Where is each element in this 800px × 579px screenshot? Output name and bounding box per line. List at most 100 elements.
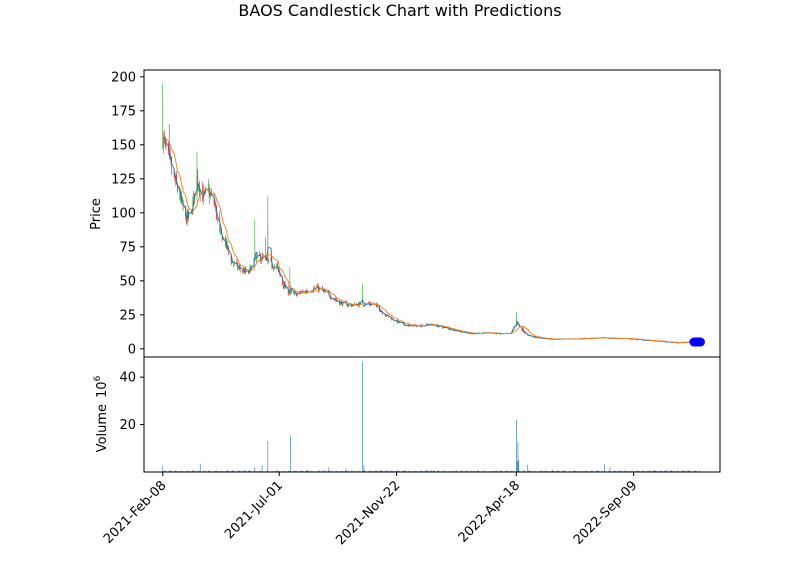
volume-bar [296,470,297,472]
volume-bar [656,470,657,472]
candle-body [273,269,274,270]
candle-body [359,302,361,304]
volume-bar [319,470,321,472]
volume-bar [168,470,170,472]
candle-body [442,327,444,329]
candle-body [283,283,285,289]
volume-bar [260,470,261,472]
candle-body [199,188,201,197]
candle-body [311,290,313,292]
volume-bar [516,461,518,472]
price-y-tick-label: 75 [119,240,136,255]
volume-bar [601,470,603,472]
volume-bar [650,470,652,472]
price-axes-frame [143,69,721,358]
volume-bar [661,470,662,472]
volume-bar [242,470,243,472]
volume-bar [353,470,355,472]
candle-body [413,325,414,327]
volume-bar [359,470,361,472]
volume-bar [665,470,666,472]
volume-bar [220,470,221,472]
volume-bar [247,470,249,472]
volume-bar [403,470,405,472]
volume-bar [505,470,507,472]
volume-bar [405,470,406,472]
volume-bar [322,470,323,472]
volume-bar [373,470,375,472]
volume-bar [396,470,397,472]
moving-average-long [162,131,701,344]
volume-bar [477,470,479,472]
price-y-axis: 0 25 50 75 100 125 150 175 200 [111,70,144,357]
volume-bar [664,470,665,472]
volume-bar [441,470,443,472]
volume-bar [453,470,454,472]
candle-body [274,266,275,268]
candle-body [171,163,173,172]
volume-bar [164,470,165,472]
candle-body [516,318,517,326]
candle-body [462,332,463,333]
volume-bar [393,470,395,472]
candle-body [379,311,381,312]
volume-bar [216,470,217,472]
volume-bar [305,470,307,472]
volume-bar [648,470,650,472]
volume-bar [230,470,232,472]
volume-bar [627,470,629,472]
volume-bar [576,470,577,472]
volume-bar [478,470,480,472]
candle-body [187,211,189,218]
volume-bar [274,470,275,472]
volume-bar [615,470,617,472]
candle-body [521,326,523,331]
volume-bar [540,470,542,472]
candle-body [191,212,193,214]
volume-bar [277,470,278,472]
volume-bar [647,470,648,472]
candle-body [331,298,332,300]
volume-bar [228,470,230,472]
candle-body [196,176,198,196]
volume-bar [620,470,621,472]
volume-bar [239,470,241,472]
volume-bar [684,470,686,472]
candle-body [203,190,204,200]
candle-body [208,190,210,198]
candle-body [384,314,386,316]
candle-body [391,318,392,320]
volume-bar [419,470,420,472]
volume-bar [633,470,634,472]
volume-bar [661,470,663,472]
volume-bar [318,470,319,472]
volume-bar [432,470,434,472]
candle-body [179,190,181,199]
x-tick-label: 2021-Jul-01 [222,478,286,542]
volume-bar [203,470,204,472]
volume-bar [438,470,440,472]
candle-body [182,201,184,209]
candle-body [174,175,176,181]
candle-body [222,237,224,240]
volume-bar [371,470,372,472]
volume-bar [467,470,468,472]
candle-body [449,329,450,330]
candle-body [175,177,177,184]
volume-bar [294,470,296,472]
volume-bar [397,470,399,472]
candle-body [180,194,181,200]
price-y-tick-label: 200 [111,70,136,85]
volume-bar [266,470,268,472]
candle-body [265,257,266,259]
volume-bar [348,470,349,472]
volume-bar [208,470,210,472]
volume-bar [637,470,639,472]
volume-bar [175,470,177,472]
volume-bar [470,470,471,472]
candle-body [362,295,363,303]
price-y-tick-label: 50 [119,274,136,289]
candle-body [186,216,187,224]
volume-bar [630,470,631,472]
volume-bar [217,470,218,472]
